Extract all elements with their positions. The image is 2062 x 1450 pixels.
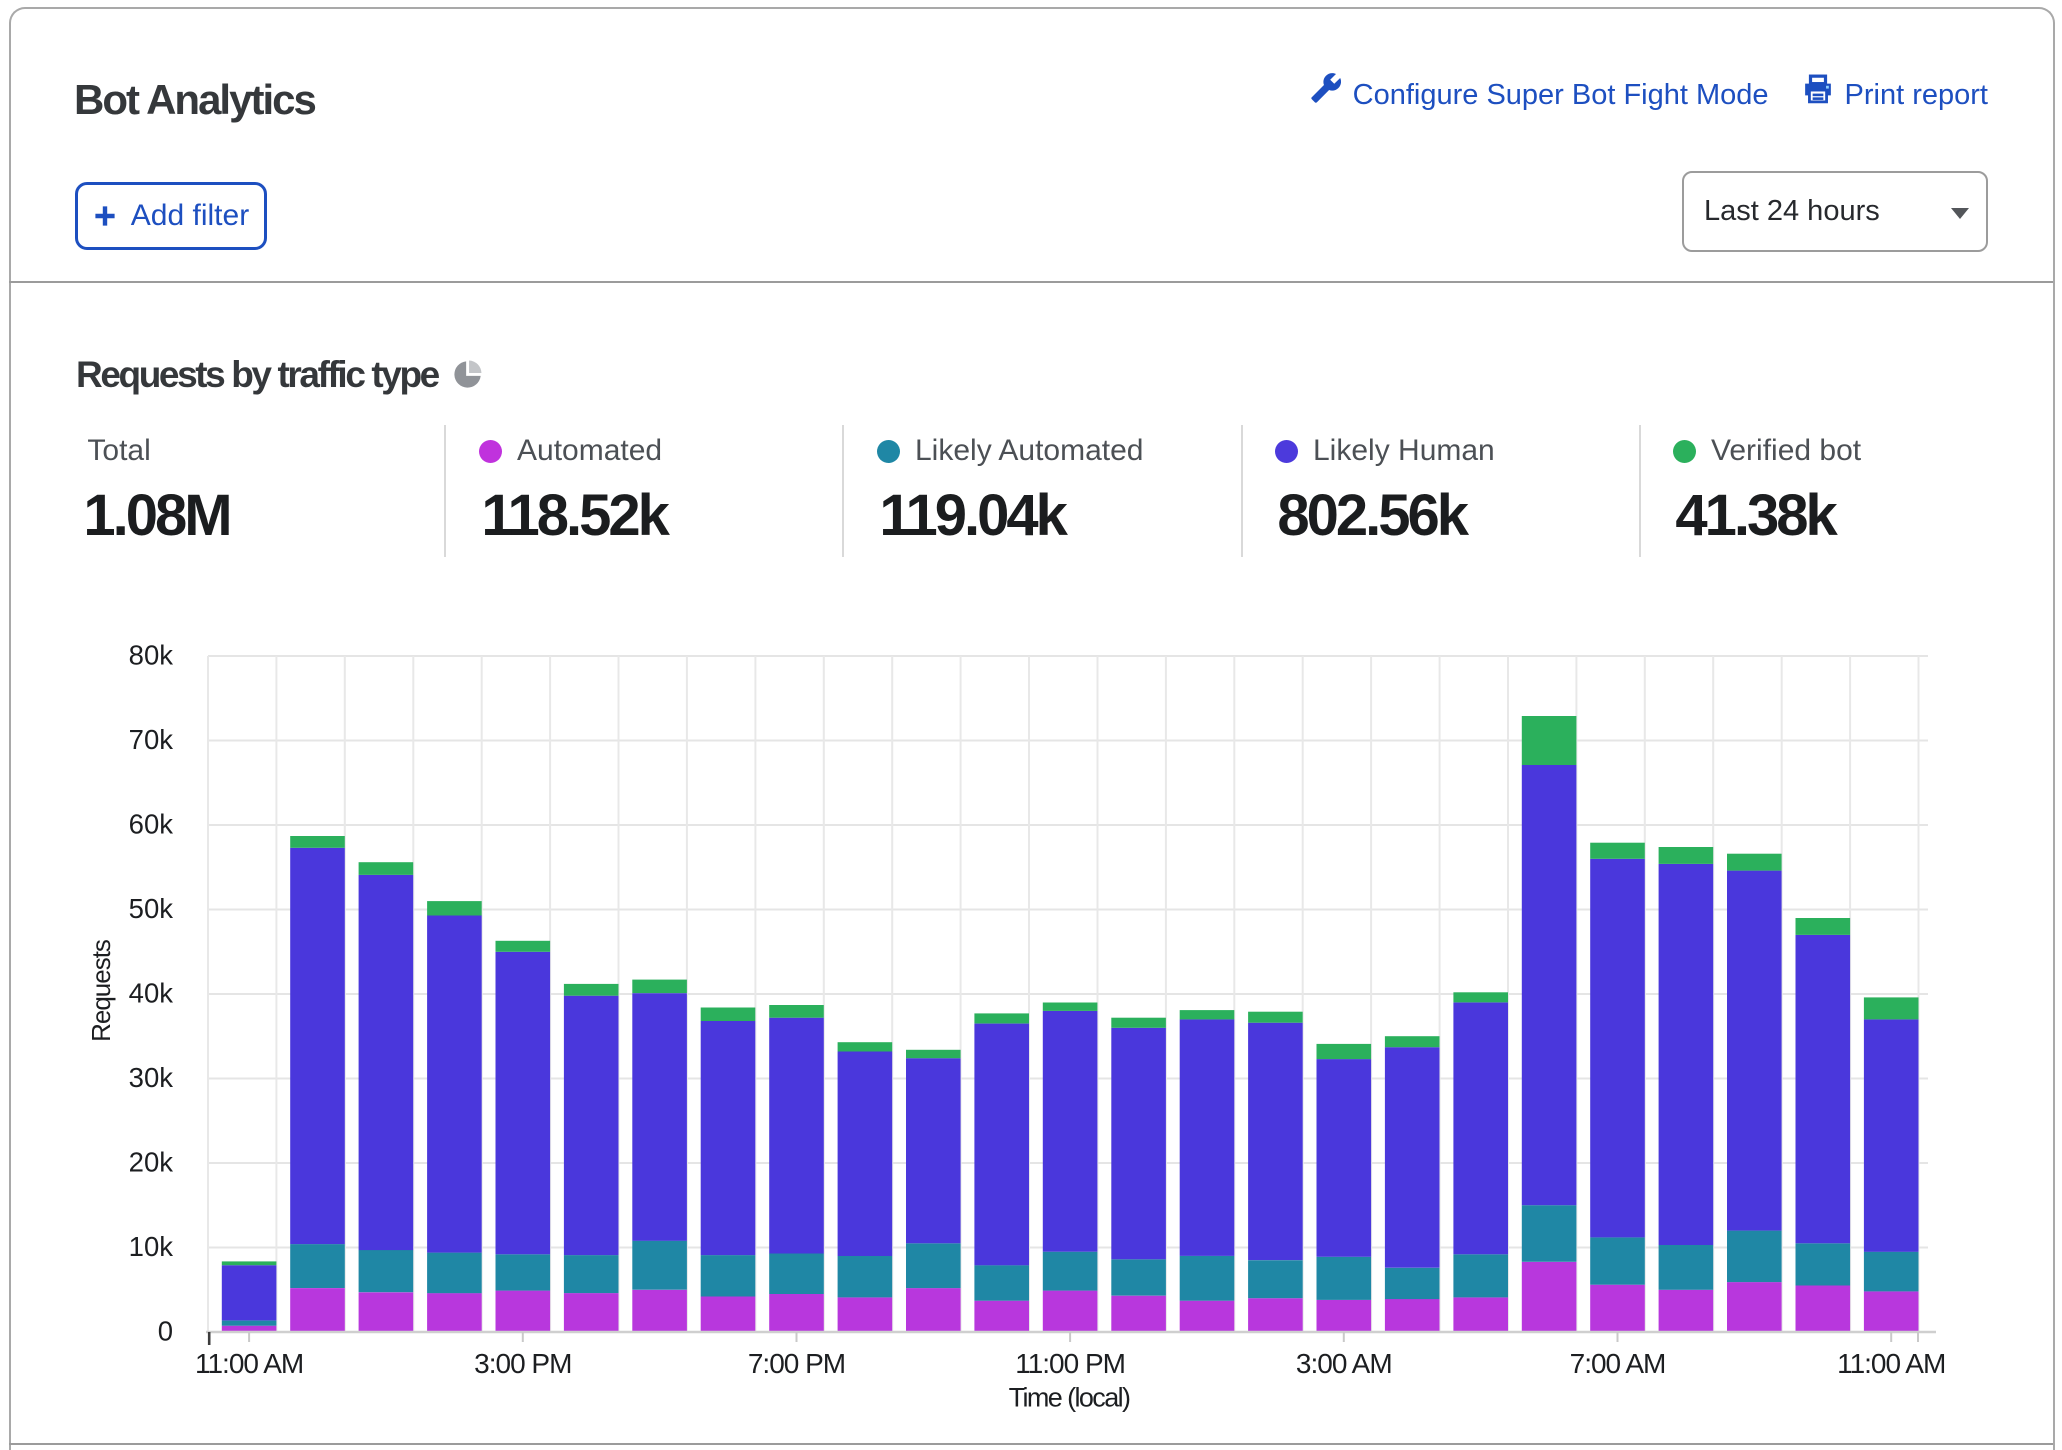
- svg-text:60k: 60k: [129, 809, 174, 840]
- svg-text:70k: 70k: [129, 724, 174, 755]
- svg-text:10k: 10k: [129, 1231, 174, 1262]
- svg-text:3:00 AM: 3:00 AM: [1296, 1348, 1392, 1379]
- svg-text:Time (local): Time (local): [1009, 1383, 1130, 1413]
- svg-text:3:00 PM: 3:00 PM: [474, 1348, 571, 1379]
- svg-text:40k: 40k: [129, 978, 174, 1009]
- svg-text:7:00 PM: 7:00 PM: [748, 1348, 845, 1379]
- svg-text:50k: 50k: [129, 893, 174, 924]
- svg-text:20k: 20k: [129, 1147, 174, 1178]
- svg-text:11:00 PM: 11:00 PM: [1015, 1348, 1125, 1379]
- svg-text:11:00 AM: 11:00 AM: [195, 1348, 303, 1379]
- svg-text:11:00 AM: 11:00 AM: [1837, 1348, 1945, 1379]
- svg-text:80k: 80k: [129, 640, 174, 671]
- svg-text:0: 0: [158, 1316, 173, 1347]
- svg-text:30k: 30k: [129, 1062, 174, 1093]
- svg-text:Requests: Requests: [86, 939, 116, 1042]
- svg-text:7:00 AM: 7:00 AM: [1570, 1348, 1666, 1379]
